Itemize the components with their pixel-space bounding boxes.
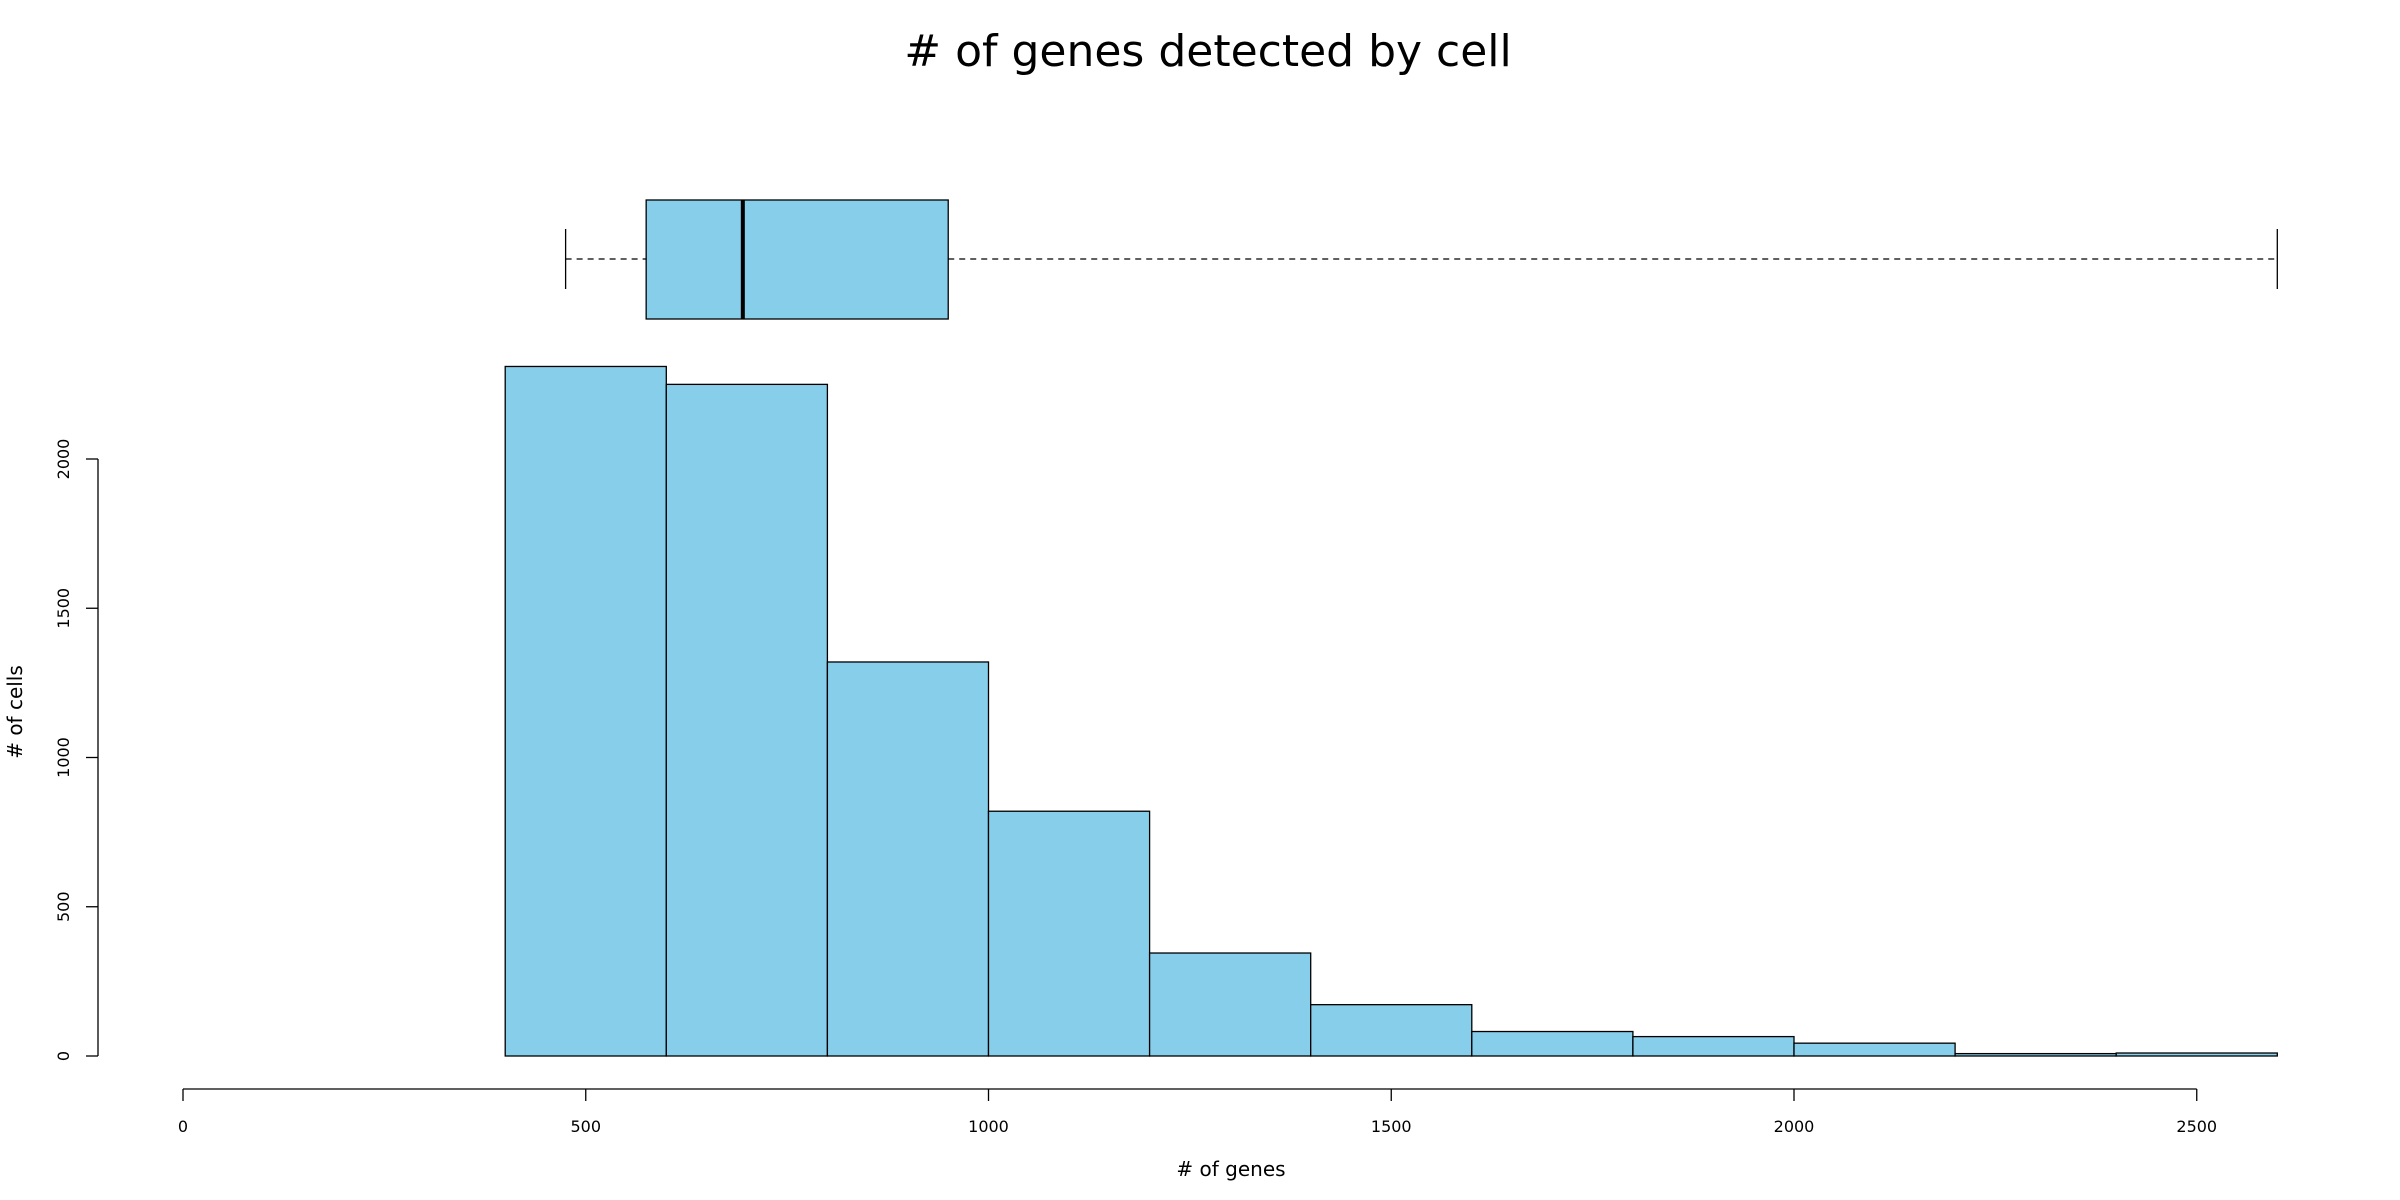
- histogram-bar-9: [1954, 1052, 2117, 1057]
- x-tick-label-2: 1000: [968, 1117, 1009, 1136]
- histogram-bar-1: [665, 383, 829, 1057]
- chart-title: # of genes detected by cell: [904, 26, 1512, 77]
- histogram-bar-6: [1471, 1030, 1634, 1057]
- histogram-bar-5: [1310, 1004, 1473, 1057]
- x-tick-label-3: 1500: [1371, 1117, 1412, 1136]
- histogram-bar-0: [504, 365, 667, 1057]
- y-axis: 0 500 1000 1500 2000: [54, 439, 99, 1061]
- x-axis: 0 500 1000 1500 2000 2500: [178, 1088, 2217, 1136]
- histogram-bars: [504, 365, 2278, 1057]
- y-tick-label-3: 1500: [54, 588, 73, 629]
- boxplot: [564, 199, 2278, 320]
- histogram-bar-2: [826, 661, 990, 1057]
- histogram-bar-8: [1793, 1042, 1956, 1057]
- y-tick-label-2: 1000: [54, 737, 73, 778]
- y-tick-label-1: 500: [54, 891, 73, 922]
- histogram-bar-4: [1148, 952, 1312, 1057]
- boxplot-box: [645, 199, 949, 320]
- y-tick-label-0: 0: [54, 1051, 73, 1061]
- histogram-bar-3: [987, 810, 1151, 1057]
- histogram-bar-7: [1632, 1035, 1795, 1057]
- x-tick-label-1: 500: [570, 1117, 601, 1136]
- y-axis-label: # of cells: [3, 665, 27, 759]
- histogram-bar-10: [2115, 1052, 2278, 1057]
- x-tick-label-5: 2500: [2176, 1117, 2217, 1136]
- x-axis-label: # of genes: [1176, 1157, 1285, 1181]
- x-tick-label-4: 2000: [1774, 1117, 1815, 1136]
- y-tick-label-4: 2000: [54, 439, 73, 480]
- x-tick-label-0: 0: [178, 1117, 188, 1136]
